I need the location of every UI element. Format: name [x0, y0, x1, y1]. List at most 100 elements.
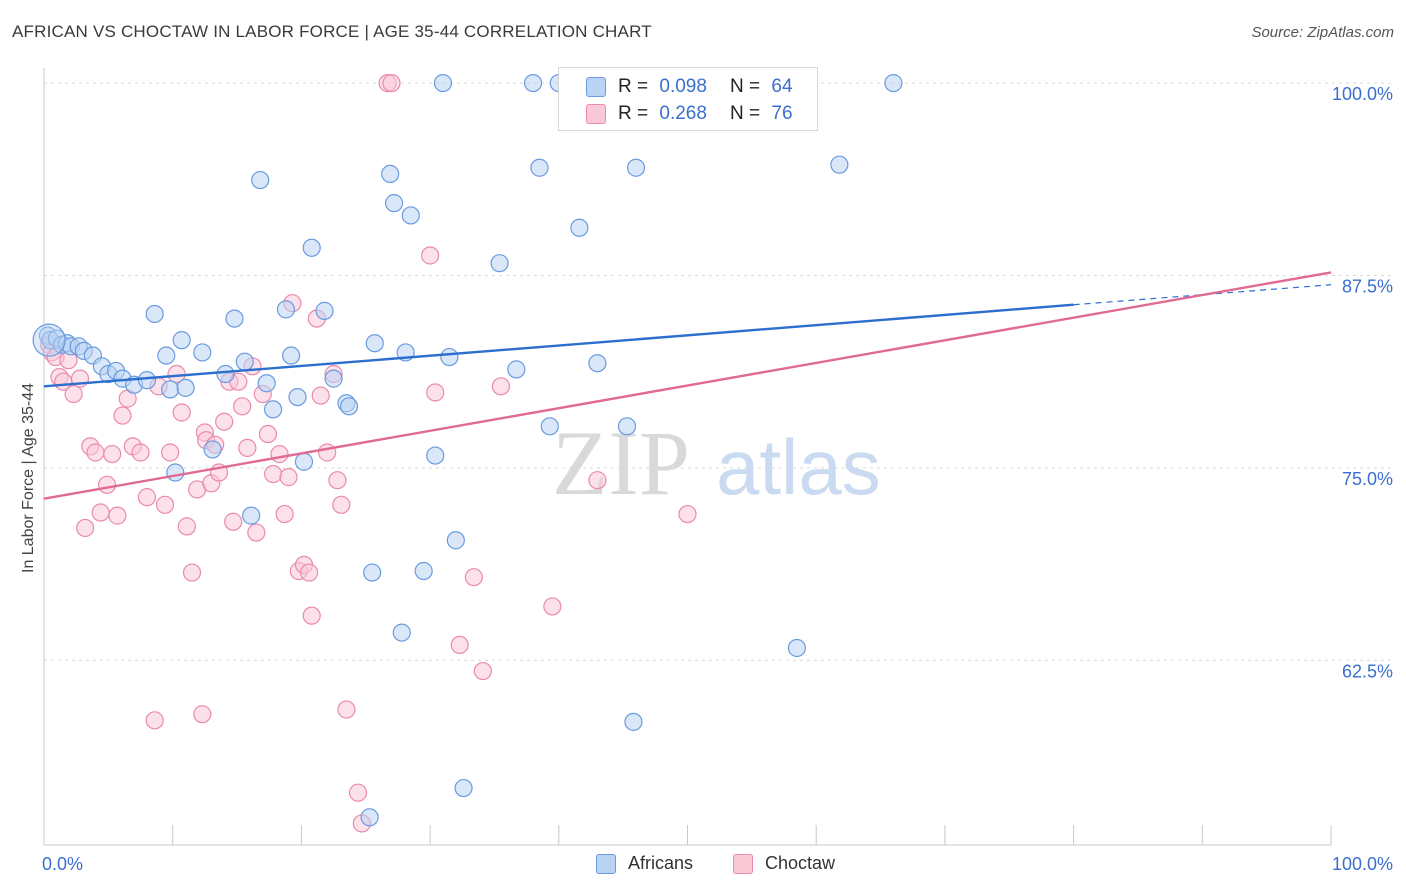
n-label: N =	[730, 103, 761, 124]
legend-n-africans: N = 64	[730, 76, 793, 98]
africans-point	[540, 417, 559, 436]
watermark-atlas: atlas	[716, 423, 881, 511]
africans-point	[454, 778, 473, 798]
choctaw-point	[348, 783, 368, 802]
trend-lines	[43, 271, 1332, 500]
africans-point	[884, 73, 903, 93]
y-tick-label: 62.5%	[1342, 661, 1393, 681]
choctaw-swatch	[586, 104, 606, 124]
africans-point	[490, 254, 509, 273]
choctaw-trend-line	[43, 271, 1332, 500]
africans-point	[588, 354, 607, 373]
choctaw-point	[161, 443, 180, 462]
africans-point	[523, 73, 543, 93]
africans-point	[302, 238, 321, 257]
africans-point	[235, 352, 254, 371]
africans-point	[257, 374, 276, 393]
africans-legend-swatch	[596, 854, 616, 874]
africans-point	[176, 378, 195, 397]
choctaw-point	[258, 424, 278, 444]
choctaw-point	[328, 471, 347, 490]
africans-point	[440, 347, 459, 367]
choctaw-point	[145, 711, 164, 730]
choctaw-point	[137, 488, 157, 507]
africans-point	[263, 400, 283, 419]
axes	[43, 68, 1332, 846]
legend-n-choctaw: N = 76	[730, 103, 793, 125]
choctaw-point	[64, 384, 83, 404]
africans-point	[830, 155, 849, 174]
choctaw-point	[182, 563, 202, 582]
choctaw-point	[491, 377, 510, 396]
africans-point	[433, 73, 453, 93]
chart-title: AFRICAN VS CHOCTAW IN LABOR FORCE | AGE …	[12, 22, 652, 41]
watermark: ZIP atlas	[552, 412, 881, 514]
y-tick-label: 87.5%	[1342, 276, 1393, 296]
choctaw-point	[275, 504, 294, 524]
africans-point	[787, 638, 806, 658]
stats-legend: R = 0.098 N = 64 R = 0.268 N = 76	[558, 67, 818, 131]
choctaw-point	[588, 471, 607, 490]
choctaw-point	[155, 495, 175, 514]
n-label: N =	[730, 76, 761, 97]
choctaw-point	[224, 512, 243, 531]
africans-point	[363, 563, 382, 582]
choctaw-point	[279, 468, 298, 487]
choctaw-point	[76, 518, 95, 538]
africans-point	[137, 371, 157, 390]
choctaw-point	[131, 443, 150, 462]
choctaw-point	[311, 386, 330, 405]
africans-point	[145, 304, 164, 324]
choctaw-point	[318, 443, 337, 462]
choctaw-point	[238, 438, 257, 457]
africans-point	[161, 380, 180, 399]
africans-point	[193, 343, 212, 362]
choctaw-point	[91, 503, 110, 522]
africans-legend-label: Africans	[628, 853, 694, 873]
africans-point	[216, 364, 235, 384]
africans-point	[294, 452, 314, 471]
choctaw-point	[97, 475, 117, 494]
africans-point	[570, 218, 589, 237]
choctaw-point	[473, 661, 492, 681]
choctaw-point	[103, 444, 122, 464]
choctaw-legend-swatch	[733, 854, 753, 874]
africans-point	[251, 170, 270, 190]
africans-point	[339, 397, 359, 416]
africans-point	[384, 194, 404, 213]
source-credit: Source: ZipAtlas.com	[1251, 24, 1394, 41]
africans-point	[530, 158, 549, 177]
africans-point	[276, 300, 296, 319]
x-tick-label: 100.0%	[1332, 854, 1393, 874]
y-tick-label: 100.0%	[1332, 84, 1393, 104]
choctaw-point	[172, 403, 191, 422]
africans-point	[282, 346, 301, 365]
choctaw-point	[193, 705, 212, 724]
africans-point	[617, 417, 637, 436]
africans-point	[172, 331, 191, 350]
africans-point	[360, 808, 379, 827]
africans-point	[381, 164, 400, 184]
choctaw-point	[426, 383, 445, 402]
africans-point	[166, 463, 185, 482]
africans-point	[288, 387, 307, 407]
africans-point	[414, 561, 433, 581]
legend-r-africans: R = 0.098	[618, 76, 707, 98]
choctaw-point	[450, 635, 469, 655]
africans-point	[626, 158, 646, 177]
y-tick-label: 75.0%	[1342, 469, 1393, 489]
africans-point	[392, 623, 411, 642]
africans-point	[315, 301, 334, 320]
legend-row-choctaw: R = 0.268 N = 76	[559, 101, 817, 127]
choctaw-point	[113, 406, 132, 425]
africans-point	[157, 346, 176, 365]
africans-point	[242, 506, 261, 525]
choctaw-point	[215, 412, 234, 431]
africans-point	[225, 309, 244, 328]
africans-point	[203, 440, 222, 459]
choctaw-point	[300, 563, 319, 582]
r-value: 0.268	[659, 103, 707, 124]
choctaw-point	[382, 73, 401, 93]
x-tick-label: 0.0%	[42, 854, 83, 874]
